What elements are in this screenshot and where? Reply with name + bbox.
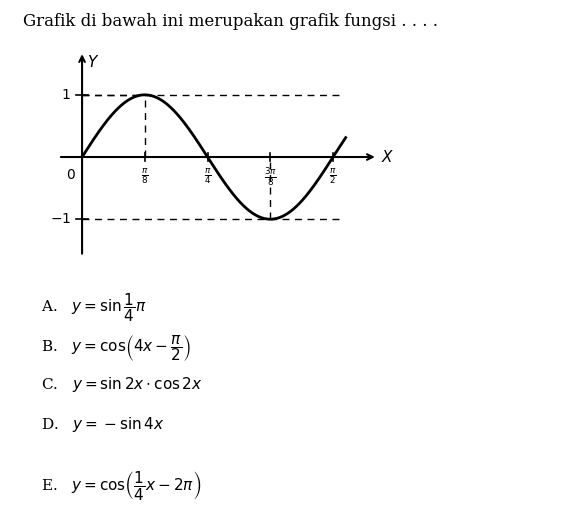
Text: D.   $y = -\sin 4x$: D. $y = -\sin 4x$: [41, 415, 164, 433]
Text: E.   $y = \cos\!\left(\dfrac{1}{4}x - 2\pi\right)$: E. $y = \cos\!\left(\dfrac{1}{4}x - 2\pi…: [41, 469, 201, 502]
Text: $0$: $0$: [66, 168, 76, 182]
Text: $\frac{\pi}{8}$: $\frac{\pi}{8}$: [141, 166, 149, 186]
Text: $-1$: $-1$: [49, 212, 71, 226]
Text: $X$: $X$: [381, 149, 394, 165]
Text: $1$: $1$: [61, 88, 71, 102]
Text: C.   $y = \sin 2x \cdot \cos 2x$: C. $y = \sin 2x \cdot \cos 2x$: [41, 375, 202, 394]
Text: $\frac{3\pi}{8}$: $\frac{3\pi}{8}$: [264, 166, 277, 188]
Text: $\frac{\pi}{4}$: $\frac{\pi}{4}$: [204, 166, 211, 186]
Text: B.   $y = \cos\!\left(4x - \dfrac{\pi}{2}\right)$: B. $y = \cos\!\left(4x - \dfrac{\pi}{2}\…: [41, 333, 191, 363]
Text: $\frac{\pi}{2}$: $\frac{\pi}{2}$: [329, 166, 337, 186]
Text: Grafik di bawah ini merupakan grafik fungsi . . . .: Grafik di bawah ini merupakan grafik fun…: [23, 13, 438, 30]
Text: $Y$: $Y$: [87, 54, 99, 70]
Text: A.   $y = \sin \dfrac{1}{4}\pi$: A. $y = \sin \dfrac{1}{4}\pi$: [41, 291, 146, 324]
